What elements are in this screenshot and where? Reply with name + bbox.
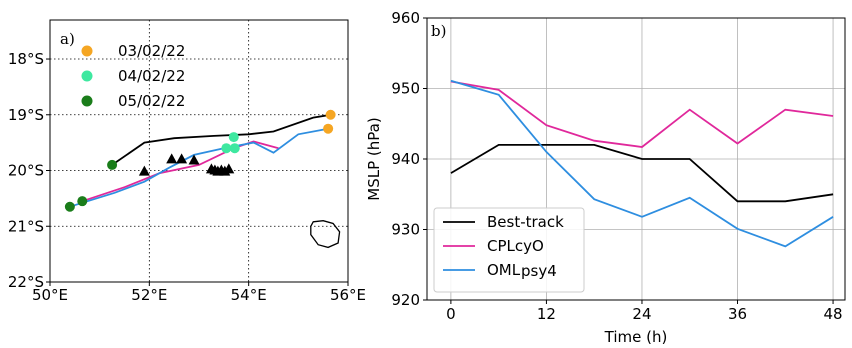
x-tick-label: 0 — [446, 305, 456, 323]
date-point — [325, 109, 336, 120]
y-tick-label: 21°S — [8, 217, 44, 235]
panel-b-label: b) — [431, 22, 446, 40]
series-line-1 — [450, 80, 834, 148]
legend-label-sub: psy4 — [521, 262, 557, 280]
triangle-marker — [223, 163, 235, 174]
legend-label: 03/02/22 — [118, 42, 185, 60]
panel-a-tracks — [69, 113, 331, 208]
y-tick-label: 22°S — [8, 273, 44, 291]
panel-a-grid — [50, 20, 348, 282]
date-point — [229, 143, 240, 154]
date-point — [107, 159, 118, 170]
date-point — [221, 143, 232, 154]
legend-box — [433, 207, 585, 293]
x-axis-label: Time (h) — [604, 328, 668, 346]
date-point — [323, 123, 334, 134]
legend-marker — [81, 95, 93, 107]
date-point — [64, 201, 75, 212]
panel-a-label: a) — [60, 30, 75, 48]
triangle-marker — [138, 165, 150, 176]
panel-a-y-ticks: 18°S 19°S 20°S 21°S 22°S — [8, 50, 50, 291]
legend-label: 04/02/22 — [118, 67, 185, 85]
y-tick-label: 960 — [391, 9, 420, 27]
track-best-track — [111, 113, 331, 166]
triangle-marker — [166, 153, 178, 164]
x-tick-label: 24 — [632, 305, 651, 323]
legend-marker — [81, 70, 93, 82]
panel-a-frame — [49, 19, 349, 283]
panel-b-series — [450, 79, 834, 248]
x-tick-label: 56°E — [330, 286, 366, 304]
legend-label-main: OML — [487, 261, 521, 279]
panel-a-map: 50°E 52°E 54°E 56°E 18°S 19°S 20°S 21°S 22°S a)… — [8, 19, 366, 304]
y-tick-label: 20°S — [8, 162, 44, 180]
x-tick-label: 52°E — [131, 286, 167, 304]
panel-a-x-ticks: 50°E 52°E 54°E 56°E — [32, 282, 366, 304]
panel-a-triangle-markers — [138, 153, 235, 176]
legend-marker — [81, 45, 93, 57]
triangle-marker — [188, 154, 200, 165]
x-tick-label: 12 — [537, 305, 556, 323]
panel-b-x-ticks: 0 12 24 36 48 — [446, 300, 843, 323]
panel-b-legend: Best-track CPLcyO OML psy4 — [433, 207, 585, 293]
y-tick-label: 950 — [391, 80, 420, 98]
legend-label: CPLcyO — [487, 237, 544, 255]
island-outline — [310, 220, 341, 249]
legend-label: Best-track — [487, 213, 564, 231]
panel-b-chart: 0 12 24 36 48 920 930 940 950 960 b) Time (h) MS… — [365, 9, 846, 346]
series-line-2 — [450, 79, 834, 248]
date-point — [77, 196, 88, 207]
x-tick-label: 54°E — [231, 286, 267, 304]
y-tick-label: 19°S — [8, 106, 44, 124]
legend-label: 05/02/22 — [118, 92, 185, 110]
triangle-marker — [176, 153, 188, 164]
panel-a-legend: 03/02/22 04/02/22 05/02/22 — [81, 42, 185, 110]
y-axis-label: MSLP (hPa) — [365, 117, 383, 200]
series-line-0 — [450, 144, 834, 203]
panel-a-date-points — [64, 109, 336, 212]
y-tick-label: 940 — [391, 150, 420, 168]
x-tick-label: 48 — [824, 305, 843, 323]
y-tick-label: 18°S — [8, 50, 44, 68]
panel-a-island — [310, 220, 341, 249]
panel-b-y-ticks: 920 930 940 950 960 — [391, 9, 427, 309]
track-cpl — [82, 140, 279, 203]
y-tick-label: 930 — [391, 221, 420, 239]
date-point — [228, 132, 239, 143]
y-tick-label: 920 — [391, 291, 420, 309]
x-tick-label: 36 — [728, 305, 747, 323]
x-tick-label: 50°E — [32, 286, 68, 304]
